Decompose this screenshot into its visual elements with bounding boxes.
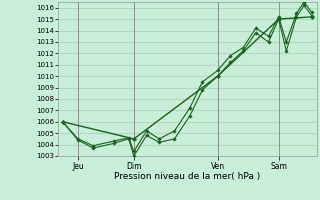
X-axis label: Pression niveau de la mer( hPa ): Pression niveau de la mer( hPa ) — [114, 172, 260, 181]
